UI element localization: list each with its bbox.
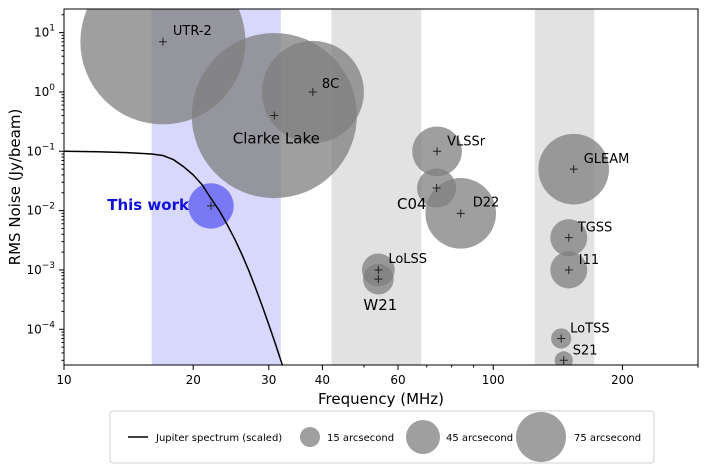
plot-frame [63,8,699,366]
marker-i11 [564,265,573,274]
x-tick-label-40: 40 [315,373,330,387]
marker-vlssr [433,147,442,156]
y-axis-ticks: 101 100 10−1 10−2 10−3 10−4 [26,14,64,361]
x-tick-label-100: 100 [482,373,505,387]
x-tick-label-60: 60 [390,373,405,387]
label-8c: 8C [322,77,339,92]
marker-w21 [374,275,383,284]
x-axis-label: Frequency (MHz) [318,390,444,408]
marker-this-work [206,201,215,210]
jupiter-spectrum [64,150,284,365]
legend-circle-45 [406,420,440,454]
marker-gleam [569,165,578,174]
y-tick-label: 10−4 [26,320,55,336]
marker-tgss [564,233,573,242]
label-this-work: This work [107,196,190,214]
marker-8c [308,87,317,96]
legend-circle-15 [300,427,320,447]
label-s21: S21 [573,343,598,358]
label-clarke-lake: Clarke Lake [233,130,320,148]
y-axis-label: RMS Noise (Jy/beam) [6,109,24,266]
legend: Jupiter spectrum (scaled) 15 arcsecond 45… [109,410,655,464]
y-tick-label: 10−1 [26,142,55,158]
marker-c04 [432,184,441,193]
label-d22: D22 [473,195,500,210]
marker-lotss [557,334,566,343]
legend-size-entries: 15 arcsecond 45 arcsecond 75 arcsecond [300,412,641,462]
legend-box [109,410,655,464]
label-lolss: LoLSS [388,252,427,267]
legend-size-label-15: 15 arcsecond [327,433,394,444]
legend-size-label-75: 75 arcsecond [574,433,641,444]
y-tick-label: 100 [34,83,55,99]
legend-size-label-45: 45 arcsecond [446,433,513,444]
marker-s21 [559,356,568,365]
legend-line-label: Jupiter spectrum (scaled) [155,433,282,444]
x-tick-label-10: 10 [56,373,71,387]
y-tick-label: 10−2 [26,202,55,218]
x-axis-ticks: 10 20 30 40 60 100 200 [56,365,699,387]
survey-labels: UTR-2 8C Clarke Lake VLSSr C04 D22 GLEAM This w… [107,24,630,358]
marker-clarke-lake [270,111,279,120]
label-c04: C04 [397,195,427,213]
label-w21: W21 [363,296,397,314]
x-tick-label-20: 20 [186,373,201,387]
marker-utr-2 [158,37,167,46]
label-gleam: GLEAM [584,152,630,167]
y-tick-label: 101 [34,24,55,40]
label-tgss: TGSS [577,221,613,236]
x-tick-label-200: 200 [611,373,634,387]
marker-d22 [456,209,465,218]
label-utr-2: UTR-2 [173,24,212,39]
legend-circle-75 [516,412,566,462]
label-vlssr: VLSSr [447,134,486,149]
label-i11: I11 [579,253,599,268]
label-lotss: LoTSS [570,321,609,336]
jupiter-spectrum-line [64,150,284,365]
survey-markers [158,37,578,365]
marker-lolss [374,265,383,274]
x-tick-label-30: 30 [261,373,276,387]
y-tick-label: 10−3 [26,261,55,277]
